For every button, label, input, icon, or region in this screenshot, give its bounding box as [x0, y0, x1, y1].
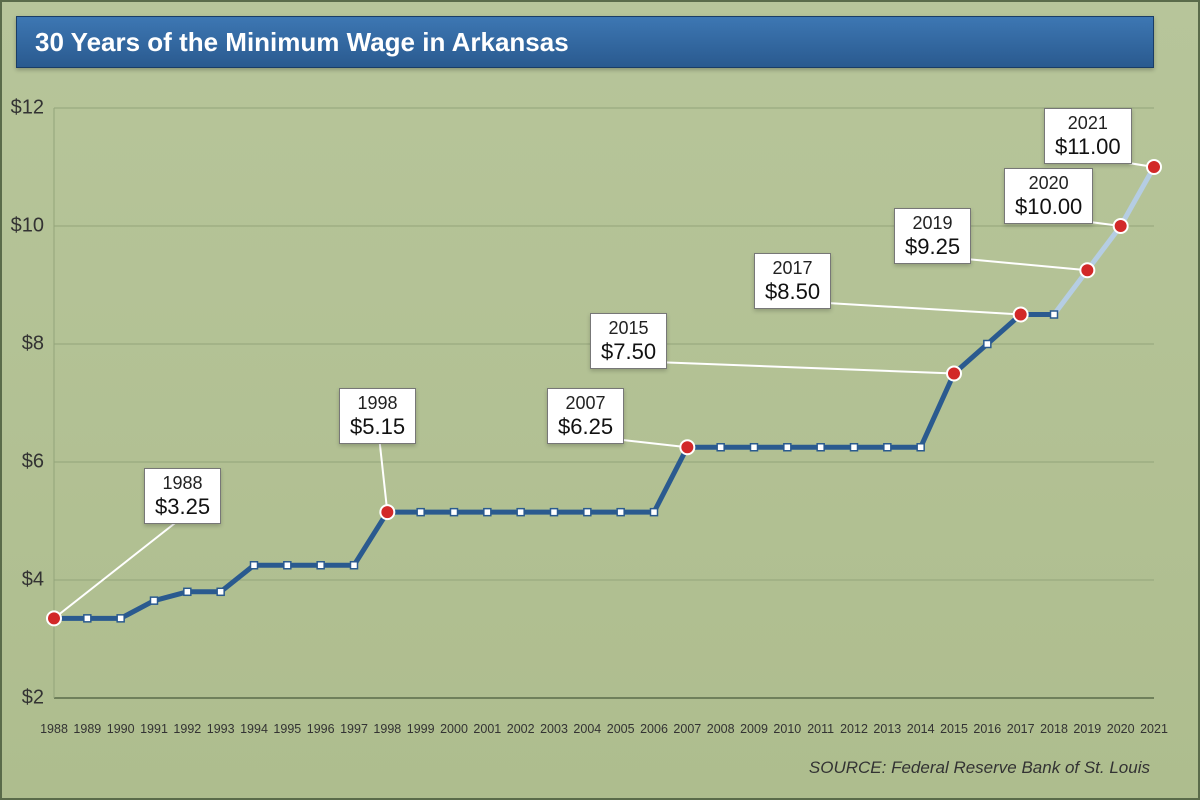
callout-year: 1998	[350, 393, 405, 414]
callout-box: 2007$6.25	[547, 388, 624, 444]
callout-year: 2007	[558, 393, 613, 414]
x-tick-label: 2014	[907, 722, 935, 736]
x-tick-label: 1993	[207, 722, 235, 736]
x-tick-label: 1991	[140, 722, 168, 736]
callout-value: $6.25	[558, 414, 613, 439]
x-tick-label: 1995	[273, 722, 301, 736]
callout-value: $8.50	[765, 279, 820, 304]
x-tick-label: 2003	[540, 722, 568, 736]
x-tick-label: 2015	[940, 722, 968, 736]
x-tick-label: 2013	[873, 722, 901, 736]
chart-area: $2$4$6$8$10$1219881989199019911992199319…	[44, 98, 1164, 718]
chart-frame: 30 Years of the Minimum Wage in Arkansas…	[0, 0, 1200, 800]
callout-box: 2020$10.00	[1004, 168, 1093, 224]
x-tick-label: 2016	[973, 722, 1001, 736]
callout-year: 2019	[905, 213, 960, 234]
x-tick-label: 2019	[1073, 722, 1101, 736]
x-tick-label: 2005	[607, 722, 635, 736]
y-tick-label: $2	[0, 687, 44, 710]
x-tick-label: 2020	[1107, 722, 1135, 736]
x-tick-label: 1990	[107, 722, 135, 736]
x-tick-label: 1997	[340, 722, 368, 736]
callout-year: 2021	[1055, 113, 1121, 134]
y-tick-label: $8	[0, 333, 44, 356]
callout-year: 2020	[1015, 173, 1082, 194]
callout-box: 2021$11.00	[1044, 108, 1132, 164]
callout-box: 2019$9.25	[894, 208, 971, 264]
x-tick-label: 1992	[173, 722, 201, 736]
callout-box: 1998$5.15	[339, 388, 416, 444]
callout-value: $3.25	[155, 494, 210, 519]
title-bar: 30 Years of the Minimum Wage in Arkansas	[16, 16, 1154, 68]
callout-value: $11.00	[1055, 134, 1121, 159]
x-tick-label: 2008	[707, 722, 735, 736]
x-tick-label: 1996	[307, 722, 335, 736]
callout-value: $10.00	[1015, 194, 1082, 219]
x-tick-label: 2021	[1140, 722, 1168, 736]
callout-year: 2017	[765, 258, 820, 279]
y-tick-label: $4	[0, 569, 44, 592]
chart-title: 30 Years of the Minimum Wage in Arkansas	[35, 27, 569, 58]
x-tick-label: 1998	[373, 722, 401, 736]
x-tick-label: 1999	[407, 722, 435, 736]
callout-year: 1988	[155, 473, 210, 494]
callout-year: 2015	[601, 318, 656, 339]
y-tick-label: $6	[0, 451, 44, 474]
x-tick-label: 2010	[773, 722, 801, 736]
callout-box: 1988$3.25	[144, 468, 221, 524]
x-tick-label: 2002	[507, 722, 535, 736]
x-tick-label: 2000	[440, 722, 468, 736]
callout-value: $5.15	[350, 414, 405, 439]
x-tick-label: 2006	[640, 722, 668, 736]
x-tick-label: 2011	[807, 722, 834, 736]
callout-value: $7.50	[601, 339, 656, 364]
x-tick-label: 1988	[40, 722, 68, 736]
y-tick-label: $10	[0, 215, 44, 238]
x-tick-label: 2009	[740, 722, 768, 736]
x-tick-label: 2007	[673, 722, 701, 736]
x-tick-label: 2004	[573, 722, 601, 736]
x-tick-label: 2017	[1007, 722, 1035, 736]
x-tick-label: 1989	[73, 722, 101, 736]
y-tick-label: $12	[0, 97, 44, 120]
callout-value: $9.25	[905, 234, 960, 259]
callout-box: 2015$7.50	[590, 313, 667, 369]
x-tick-label: 1994	[240, 722, 268, 736]
x-tick-label: 2012	[840, 722, 868, 736]
x-tick-label: 2001	[473, 722, 501, 736]
callout-box: 2017$8.50	[754, 253, 831, 309]
source-text: SOURCE: Federal Reserve Bank of St. Loui…	[809, 758, 1150, 778]
x-tick-label: 2018	[1040, 722, 1068, 736]
